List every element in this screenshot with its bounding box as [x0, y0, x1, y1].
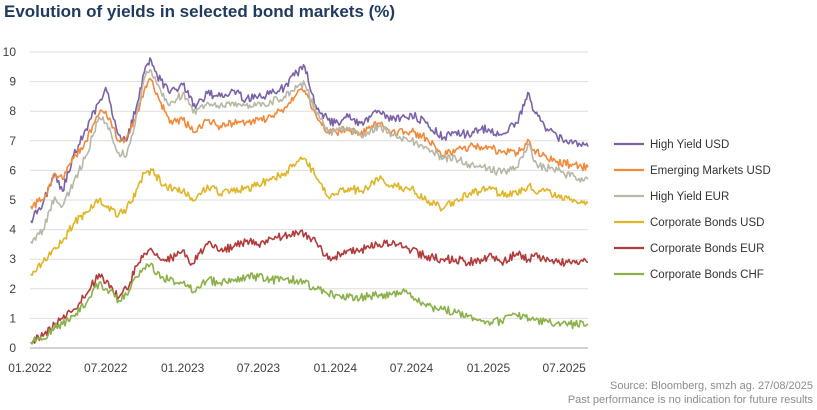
- y-tick-label: 10: [3, 45, 17, 59]
- legend-label: Emerging Markets USD: [650, 165, 771, 177]
- series-line-corporate-bonds-eur: [30, 229, 589, 345]
- y-axis-ticks: 0 1 2 3 4 5 6 7 8 9 10: [3, 45, 17, 355]
- legend-label: Corporate Bonds CHF: [650, 269, 764, 281]
- legend: High Yield USD Emerging Markets USD High Y…: [614, 139, 771, 281]
- x-tick-label: 01.2024: [314, 361, 358, 375]
- x-tick-label: 07.2023: [237, 361, 281, 375]
- y-tick-label: 2: [9, 282, 16, 296]
- x-tick-label: 01.2023: [161, 361, 205, 375]
- series-line-corporate-bonds-chf: [30, 262, 589, 345]
- x-axis-ticks: 01.2022 07.2022 01.2023 07.2023 01.2024 07.20…: [8, 361, 586, 375]
- legend-label: High Yield USD: [650, 139, 729, 151]
- y-tick-label: 9: [9, 75, 16, 89]
- y-tick-label: 3: [9, 252, 16, 266]
- disclaimer-text: Past performance is no indication for fu…: [567, 394, 813, 406]
- source-text: Source: Bloomberg, smzh ag. 27/08/2025: [609, 380, 813, 392]
- y-tick-label: 5: [9, 193, 16, 207]
- source-note: Source: Bloomberg, smzh ag. 27/08/2025 P…: [568, 379, 813, 407]
- y-tick-label: 0: [9, 341, 16, 355]
- x-tick-label: 01.2022: [8, 361, 52, 375]
- series-line-corporate-bonds-usd: [30, 156, 589, 277]
- y-tick-label: 1: [9, 311, 16, 325]
- series-lines: [30, 57, 589, 345]
- legend-label: Corporate Bonds EUR: [650, 243, 764, 255]
- y-tick-label: 8: [9, 104, 16, 118]
- x-tick-label: 07.2022: [84, 361, 128, 375]
- legend-label: High Yield EUR: [650, 191, 729, 203]
- chart-title: Evolution of yields in selected bond mar…: [4, 2, 396, 21]
- y-tick-label: 7: [9, 134, 16, 148]
- x-tick-label: 07.2025: [542, 361, 586, 375]
- legend-label: Corporate Bonds USD: [650, 217, 764, 229]
- y-tick-label: 4: [9, 223, 16, 237]
- x-tick-label: 07.2024: [390, 361, 434, 375]
- series-line-emerging-markets-usd: [30, 77, 589, 210]
- series-line-high-yield-eur: [30, 69, 589, 244]
- series-line-high-yield-usd: [30, 57, 589, 224]
- y-tick-label: 6: [9, 163, 16, 177]
- x-tick-label: 01.2025: [467, 361, 511, 375]
